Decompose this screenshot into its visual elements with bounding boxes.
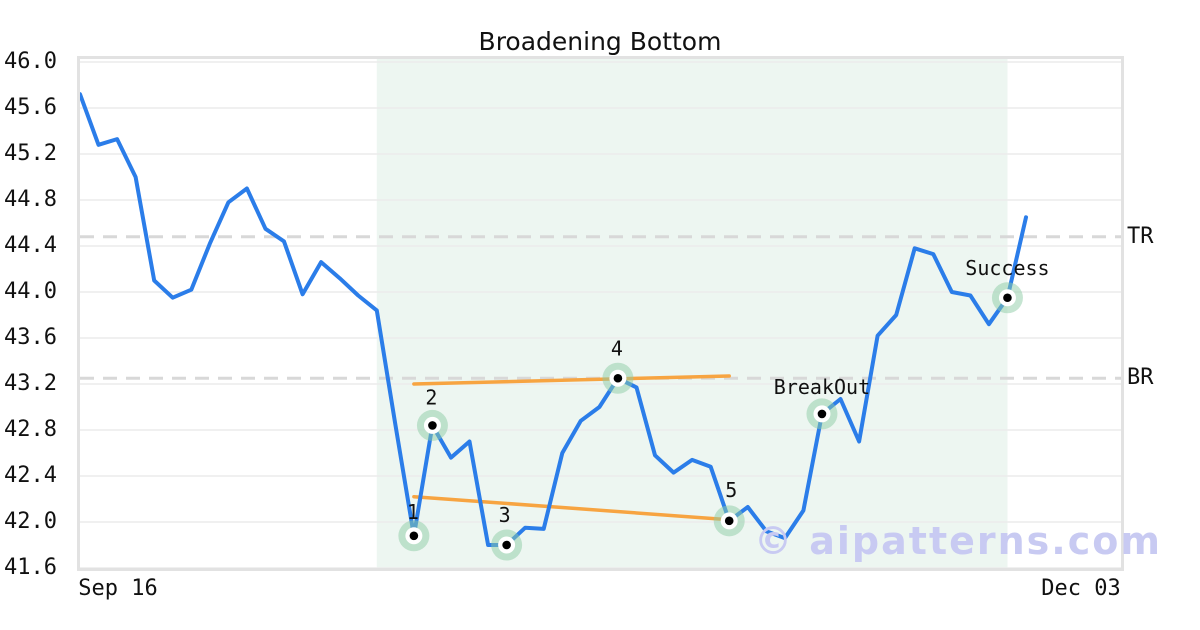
y-axis-tick-label: 42.4 [4, 463, 57, 488]
marker-dot [428, 421, 437, 430]
y-axis-tick-label: 45.2 [4, 141, 57, 166]
annotation-label-5: 5 [725, 478, 737, 502]
x-axis-tick-label: Sep 16 [78, 576, 158, 601]
y-axis-tick-label: 43.2 [4, 371, 57, 396]
annotation-label-2: 2 [425, 385, 437, 409]
marker-dot [1003, 293, 1012, 303]
trendline-upper [412, 374, 731, 386]
annotation-label-breakout: BreakOut [774, 375, 870, 399]
plot-area: 1 2 3 4 5 BreakOut Success © aipatterns.com [77, 56, 1160, 571]
marker-dot [409, 531, 419, 541]
y-axis-tick-label: 44.4 [4, 233, 57, 258]
annotation-label-4: 4 [611, 336, 623, 360]
x-axis-tick-label: Dec 03 [1041, 576, 1121, 601]
price-chart: 1 2 3 4 5 BreakOut Success [80, 59, 1121, 568]
y-axis-tick-label: 43.6 [4, 325, 57, 350]
hline-label-tr: TR [1127, 223, 1154, 249]
annotation-label-success: Success [965, 256, 1049, 280]
marker-dot [724, 516, 734, 526]
marker-dot [817, 409, 827, 419]
y-axis-tick-label: 44.0 [4, 279, 57, 304]
y-axis-tick-label: 45.6 [4, 95, 57, 120]
y-axis-tick-label: 44.8 [4, 187, 57, 212]
annotation-label-1: 1 [407, 500, 419, 524]
pattern-region [376, 59, 1008, 568]
y-axis-tick-label: 42.0 [4, 509, 57, 534]
y-axis-tick-label: 41.6 [4, 555, 57, 580]
hline-label-br: BR [1127, 365, 1154, 391]
price-line [80, 92, 1028, 547]
annotation-label-3: 3 [499, 503, 511, 527]
chart-title: Broadening Bottom [478, 27, 722, 56]
marker-dot [613, 373, 623, 383]
marker-dot [502, 540, 511, 550]
y-axis-tick-label: 42.8 [4, 417, 57, 442]
trendline-lower [412, 494, 731, 522]
y-axis-tick-label: 46.0 [4, 49, 57, 74]
